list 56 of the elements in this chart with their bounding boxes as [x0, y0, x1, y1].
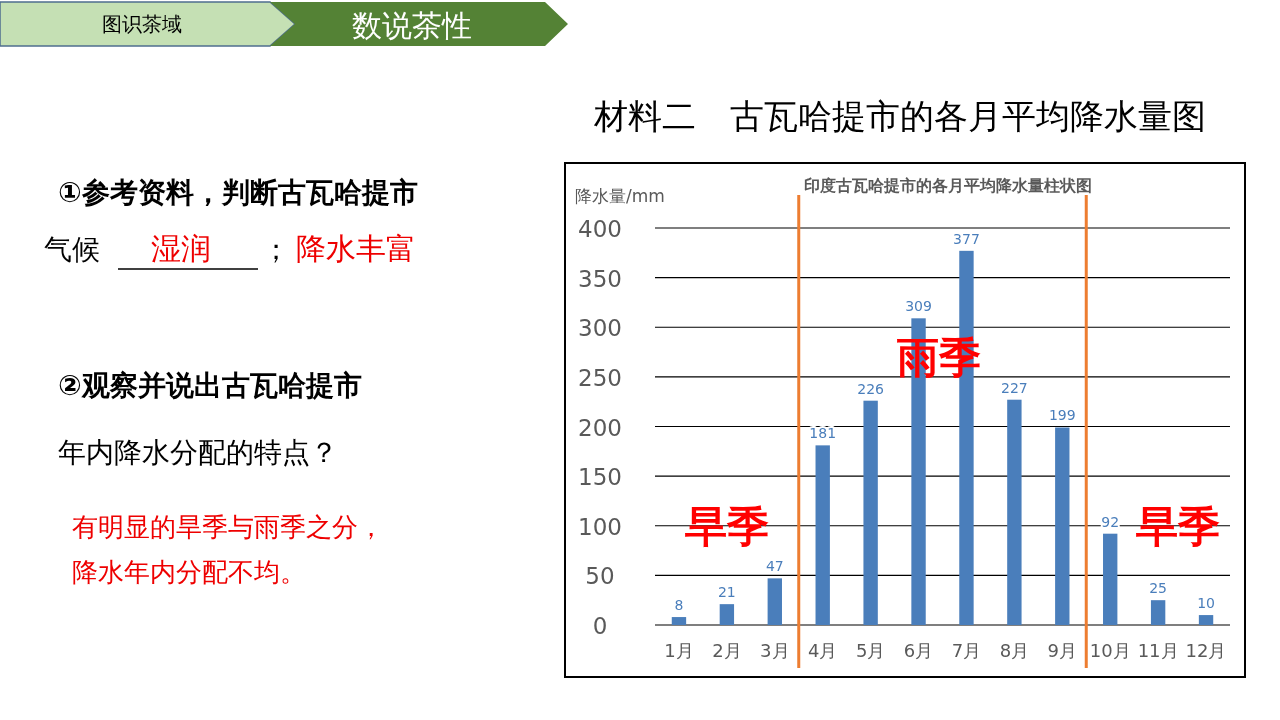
bar: [1103, 533, 1118, 625]
text: 图识茶域: [102, 12, 182, 36]
chart-title: 材料二 古瓦哈提市的各月平均降水量图: [593, 96, 1206, 136]
x-tick-label: 6月: [903, 640, 934, 661]
x-tick-label: 4月: [807, 640, 838, 661]
x-tick-label: 8月: [999, 640, 1030, 661]
data-label: 227: [1001, 379, 1028, 396]
y-tick-label: 350: [578, 265, 622, 292]
text: 数说茶性: [352, 8, 472, 43]
bar: [1055, 427, 1070, 625]
text: 降水丰富: [296, 231, 416, 266]
bar: [671, 617, 687, 625]
x-tick-label: 5月: [855, 640, 886, 661]
y-axis-title: 降水量/mm: [575, 186, 665, 206]
data-label: 25: [1149, 580, 1168, 597]
y-tick-label: 250: [578, 364, 622, 391]
data-label: 377: [953, 230, 980, 247]
bar: [1007, 399, 1022, 625]
bar: [1150, 600, 1166, 625]
x-tick-label: 1月: [664, 640, 694, 661]
y-tick-label: 100: [578, 513, 622, 540]
text: ②观察并说出古瓦哈提市: [58, 369, 362, 402]
text: 年内降水分配的特点？: [58, 436, 338, 469]
data-label: 199: [1048, 407, 1076, 424]
bar: [863, 400, 878, 625]
y-tick-label: 300: [578, 315, 622, 342]
text: 气候: [44, 233, 100, 266]
data-label: 10: [1197, 595, 1215, 612]
bar: [1198, 615, 1214, 625]
y-tick-label: 200: [578, 414, 622, 441]
x-tick-label: 7月: [951, 640, 982, 661]
data-label: 309: [905, 298, 932, 315]
bar: [815, 445, 830, 625]
x-tick-label: 9月: [1047, 640, 1078, 661]
text: 降水年内分配不均。: [72, 557, 306, 587]
text: ；: [262, 233, 290, 266]
y-tick-label: 0: [592, 613, 608, 639]
y-tick-label: 50: [585, 563, 615, 590]
y-tick-label: 400: [578, 216, 622, 242]
chart-subtitle: 印度古瓦哈提市的各月平均降水量柱状图: [804, 176, 1092, 195]
data-label: 8: [674, 597, 684, 614]
x-tick-label: 10月: [1089, 640, 1131, 661]
x-tick-label: 11月: [1137, 640, 1179, 661]
text: ①参考资料，判断古瓦哈提市: [58, 176, 418, 209]
data-label: 181: [809, 425, 837, 442]
x-tick-label: 2月: [712, 640, 742, 661]
y-tick-label: 150: [578, 464, 622, 491]
text: 有明显的旱季与雨季之分，: [72, 512, 384, 542]
bar: [719, 604, 735, 625]
x-tick-label: 12月: [1185, 640, 1227, 661]
data-label: 21: [717, 584, 736, 601]
text: 湿润: [151, 231, 211, 266]
data-label: 226: [857, 380, 885, 397]
x-tick-label: 3月: [760, 640, 790, 661]
bar: [767, 578, 782, 625]
data-label: 47: [765, 558, 784, 575]
